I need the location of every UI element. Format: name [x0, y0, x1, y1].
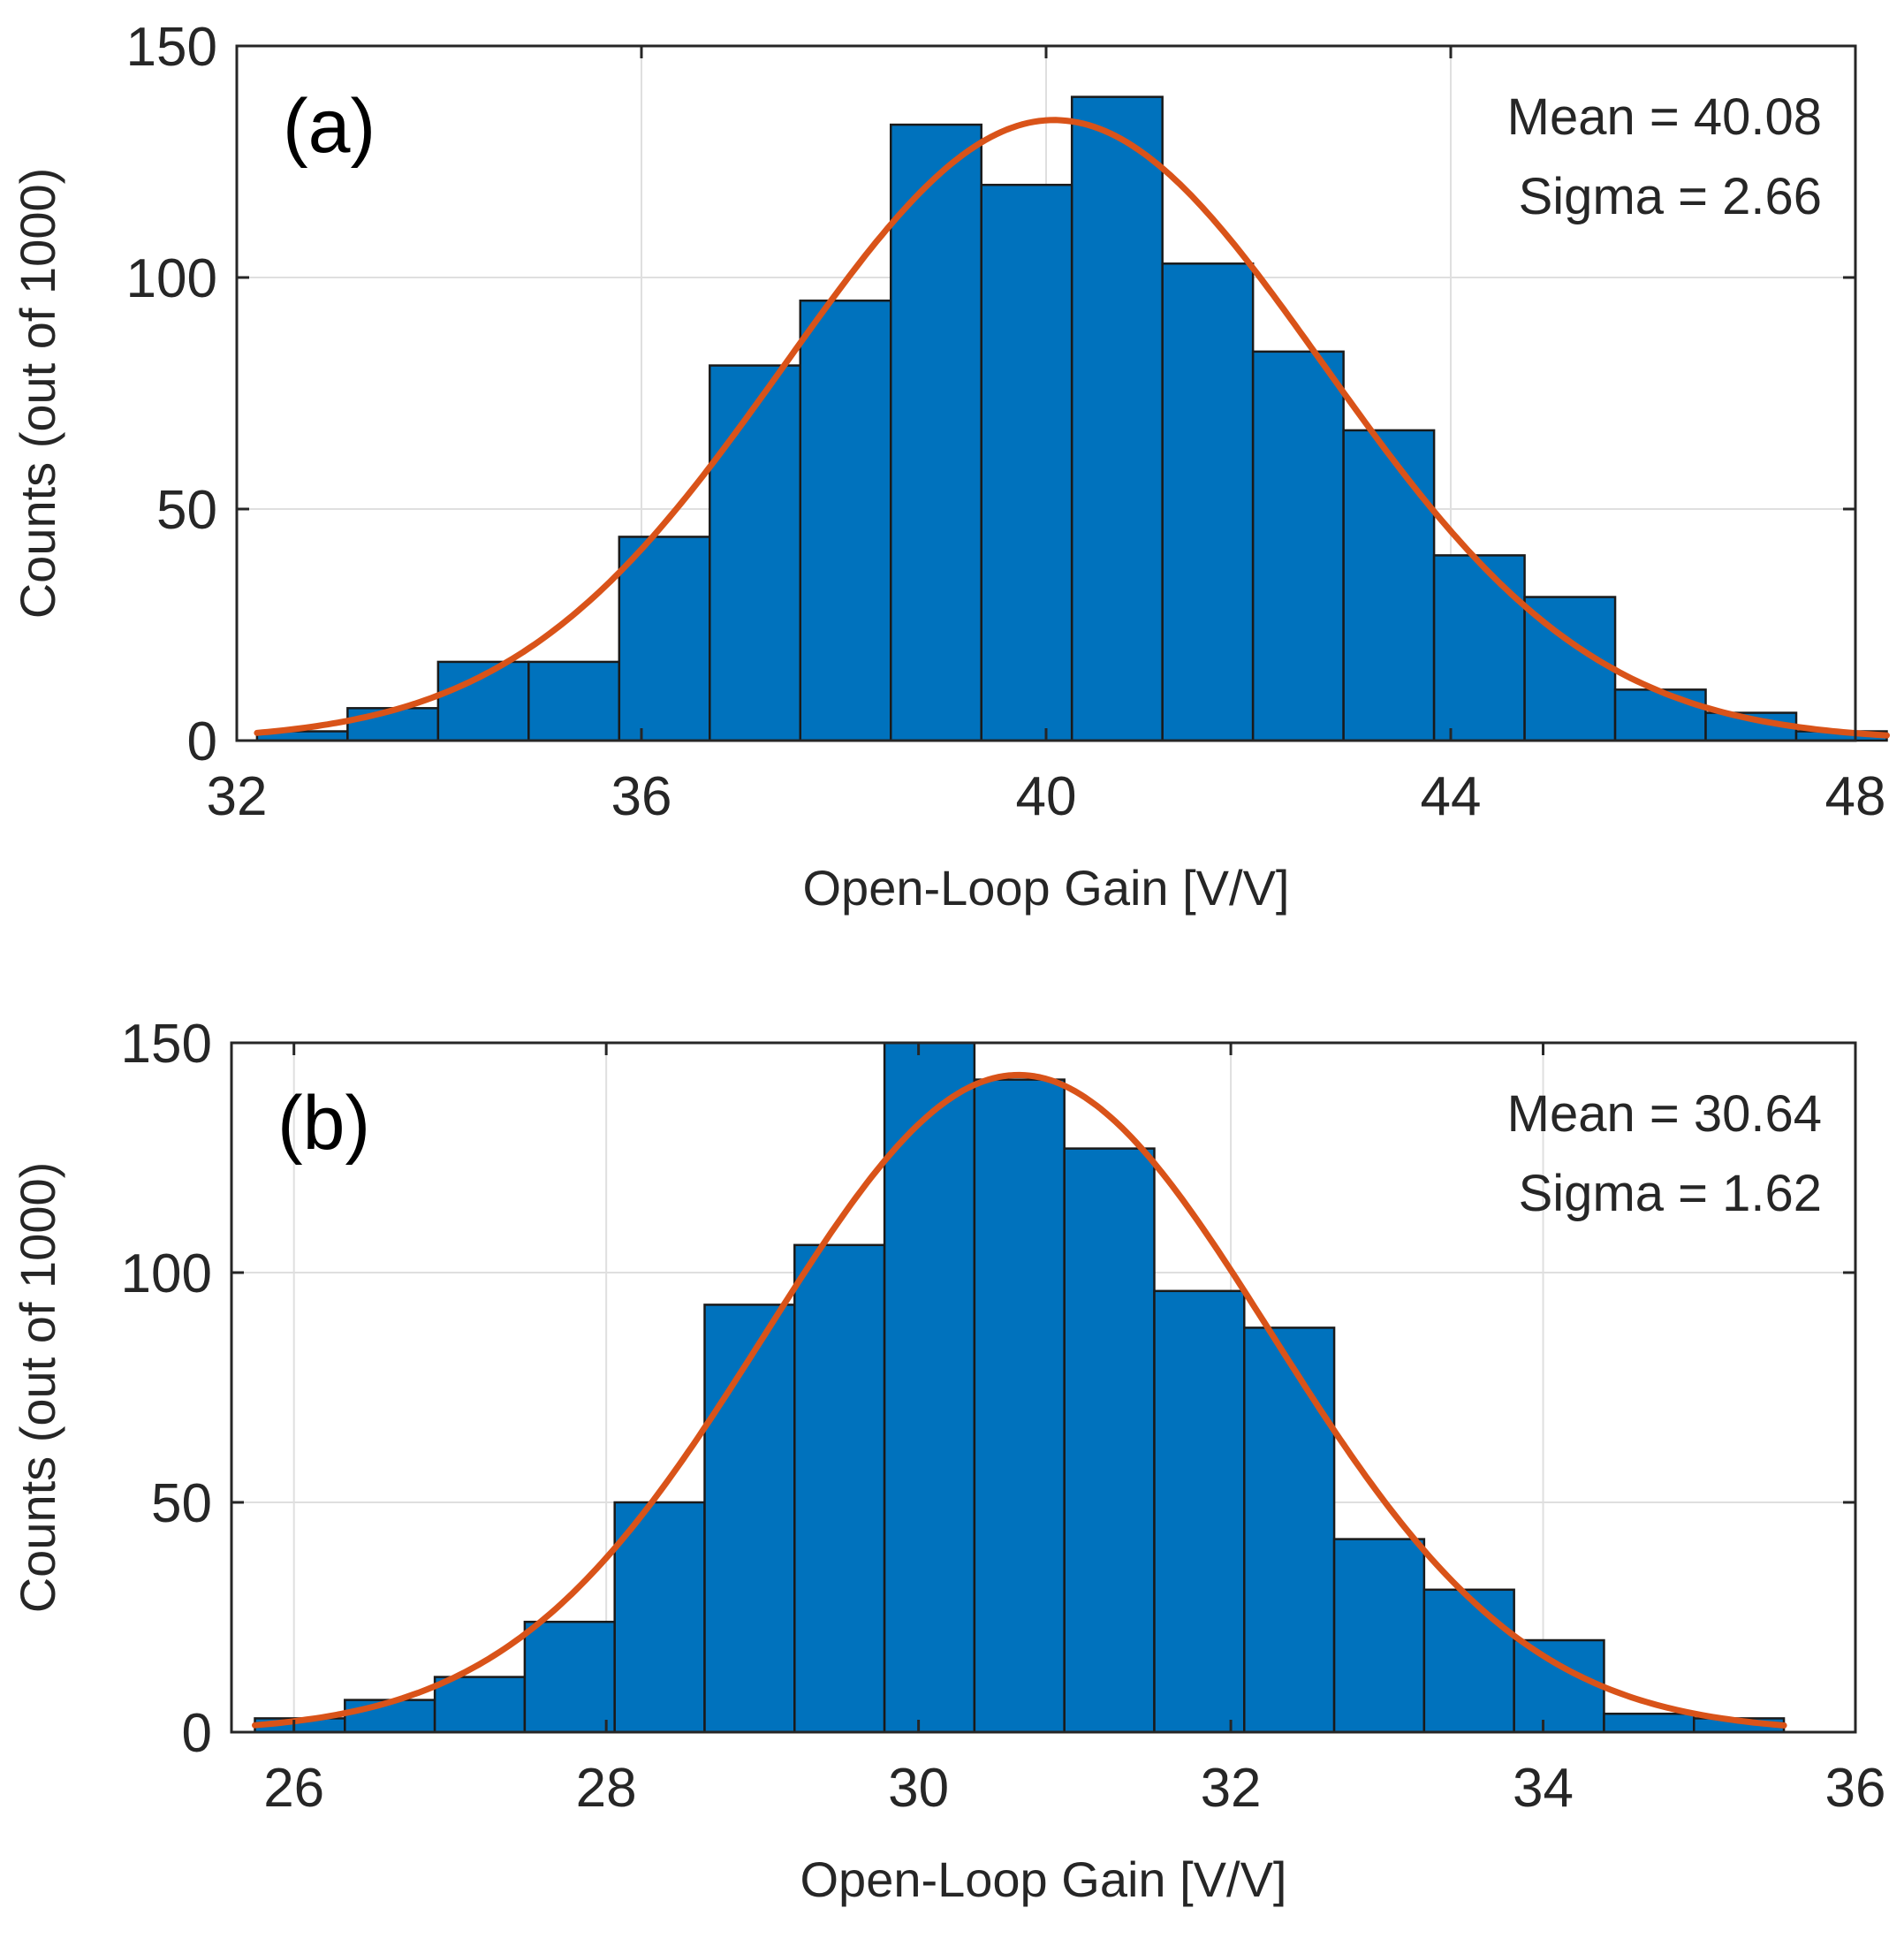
histogram-bar: [1063, 1147, 1156, 1734]
histogram-bar: [1342, 429, 1436, 742]
histogram-bar: [883, 1041, 976, 1734]
histogram-bar: [618, 536, 711, 742]
histogram-bar: [523, 1620, 616, 1734]
x-tick-label: 48: [1825, 766, 1886, 827]
x-tick-label: 30: [888, 1758, 949, 1819]
y-tick-label: 50: [151, 1473, 212, 1534]
y-tick-label: 0: [187, 711, 217, 772]
x-tick-label: 28: [576, 1758, 637, 1819]
x-tick-label: 44: [1421, 766, 1482, 827]
histogram-bar: [1432, 554, 1526, 742]
y-tick-label: 0: [182, 1703, 212, 1764]
histogram-bar: [433, 1676, 527, 1734]
y-tick-label: 150: [126, 17, 217, 78]
x-tick-label: 32: [207, 766, 268, 827]
histogram-bar: [1161, 262, 1255, 742]
x-tick-label: 36: [1825, 1758, 1886, 1819]
mean-annotation: Mean = 40.08: [1507, 88, 1822, 146]
histogram-bar: [793, 1243, 886, 1734]
x-tick-label: 32: [1201, 1758, 1262, 1819]
x-axis-label: Open-Loop Gain [V/V]: [800, 1851, 1286, 1907]
histogram-bar: [1603, 1712, 1695, 1734]
histogram-bar: [703, 1304, 796, 1734]
histogram-bar: [799, 299, 892, 742]
histogram-bar: [1070, 95, 1164, 742]
x-tick-label: 26: [263, 1758, 324, 1819]
y-tick-label: 100: [126, 248, 217, 309]
x-tick-label: 40: [1016, 766, 1077, 827]
x-axis-label: Open-Loop Gain [V/V]: [802, 860, 1289, 916]
histogram-bar: [709, 364, 802, 742]
mean-annotation: Mean = 30.64: [1507, 1085, 1822, 1143]
sigma-annotation: Sigma = 1.62: [1519, 1165, 1822, 1222]
histogram-bar: [1513, 1638, 1605, 1734]
histogram-bar: [1613, 688, 1707, 742]
panel-label: (b): [277, 1081, 370, 1166]
histogram-bar: [980, 183, 1073, 742]
x-tick-label: 34: [1513, 1758, 1574, 1819]
histogram-panel-b: 26 28 30 32 34 36 0 50 100 150 Open-Loop Gain [V/V…: [10, 1014, 1885, 1907]
x-tick-label: 36: [611, 766, 672, 827]
histogram-bar: [1153, 1289, 1246, 1734]
histogram-bar: [527, 660, 621, 742]
histogram-bar: [889, 123, 982, 742]
y-tick-label: 150: [121, 1014, 212, 1075]
histogram-panel-a: 32 36 40 44 48 0 50 100 150 Open-Loop Gain [V/V] C…: [10, 17, 1890, 916]
y-tick-label: 100: [121, 1243, 212, 1304]
axes-frame: [230, 1041, 1857, 1734]
normal-fit-curve: [252, 1071, 1787, 1729]
histogram-bar: [1251, 350, 1345, 742]
sigma-annotation: Sigma = 2.66: [1519, 168, 1822, 225]
y-axis-label: Counts (out of 1000): [10, 1162, 65, 1614]
histogram-bar: [1243, 1326, 1336, 1734]
normal-fit-curve: [254, 117, 1890, 739]
y-tick-label: 50: [156, 480, 217, 541]
histogram-bar: [1332, 1538, 1426, 1734]
y-axis-label: Counts (out of 1000): [10, 168, 65, 620]
histogram-bar: [1422, 1588, 1515, 1734]
histogram-bar: [973, 1078, 1066, 1734]
histogram-bar: [1523, 596, 1617, 742]
panel-label: (a): [283, 84, 375, 169]
